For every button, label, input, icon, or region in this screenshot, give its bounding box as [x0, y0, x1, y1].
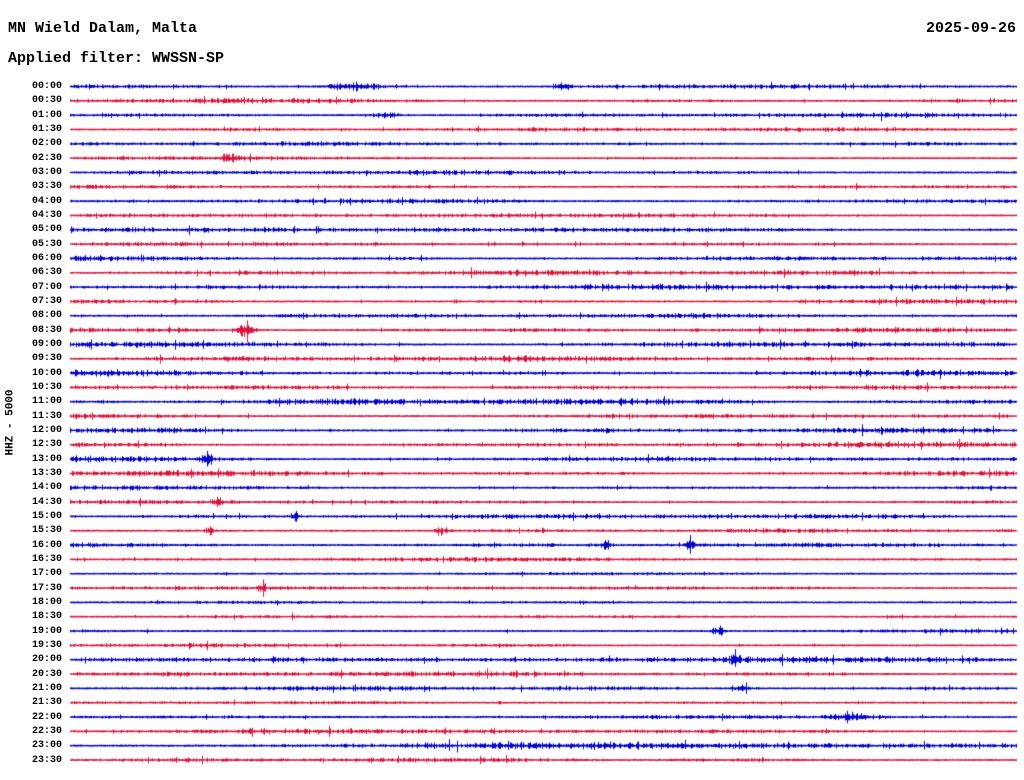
time-label: 02:30: [31, 152, 62, 164]
time-label: 23:30: [31, 754, 62, 766]
time-label: 01:00: [31, 109, 62, 121]
time-label: 09:00: [31, 338, 62, 350]
time-label: 07:00: [31, 281, 62, 293]
time-label: 12:00: [31, 424, 62, 436]
time-label: 12:30: [31, 439, 62, 451]
time-axis-labels: 00:00 00:30 01:00 01:30 02:00 02:30 03:00 03:30…: [0, 0, 62, 780]
time-label: 22:30: [31, 725, 62, 737]
time-label: 00:00: [31, 81, 62, 92]
time-label: 21:30: [31, 697, 62, 709]
time-label: 06:00: [31, 252, 62, 264]
time-label: 04:00: [31, 195, 62, 207]
time-label: 19:00: [31, 625, 62, 637]
time-label: 17:30: [31, 582, 62, 594]
time-label: 00:30: [31, 95, 62, 107]
time-label: 10:30: [31, 381, 62, 393]
time-label: 11:30: [31, 410, 62, 422]
time-label: 08:30: [31, 324, 62, 336]
time-label: 05:30: [31, 238, 62, 250]
time-label: 14:30: [31, 496, 62, 508]
time-label: 23:00: [31, 740, 62, 752]
time-label: 14:00: [31, 482, 62, 494]
time-label: 08:00: [31, 310, 62, 322]
time-label: 13:00: [31, 453, 62, 465]
time-label: 21:00: [31, 682, 62, 694]
time-label: 13:30: [31, 467, 62, 479]
time-label: 02:00: [31, 138, 62, 150]
time-label: 09:30: [31, 353, 62, 365]
time-label: 22:00: [31, 711, 62, 723]
time-label: 20:30: [31, 668, 62, 680]
time-label: 07:30: [31, 295, 62, 307]
time-label: 01:30: [31, 123, 62, 135]
time-label: 17:00: [31, 568, 62, 580]
time-label: 15:00: [31, 510, 62, 522]
time-label: 10:00: [31, 367, 62, 379]
time-label: 04:30: [31, 209, 62, 221]
time-label: 18:00: [31, 596, 62, 608]
time-label: 03:00: [31, 166, 62, 178]
time-label: 03:30: [31, 181, 62, 193]
time-label: 06:30: [31, 267, 62, 279]
time-label: 11:00: [31, 396, 62, 408]
time-label: 18:30: [31, 611, 62, 623]
time-label: 05:00: [31, 224, 62, 236]
time-label: 19:30: [31, 639, 62, 651]
time-label: 15:30: [31, 525, 62, 537]
time-label: 20:00: [31, 654, 62, 666]
time-label: 16:00: [31, 539, 62, 551]
time-label: 16:30: [31, 553, 62, 565]
